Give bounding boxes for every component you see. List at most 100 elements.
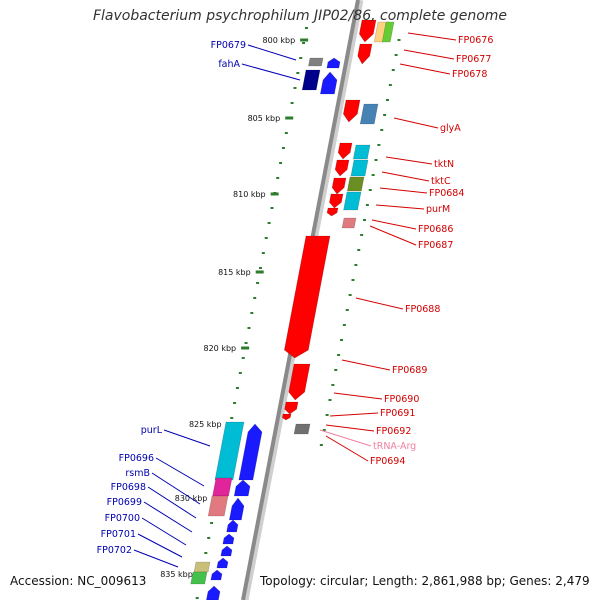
minor-tick xyxy=(342,324,346,326)
gene-label-faha: fahA xyxy=(218,59,240,70)
gene-label-fp0688: FP0688 xyxy=(405,304,440,315)
leader-line xyxy=(325,435,369,462)
minor-tick xyxy=(371,174,375,176)
gene-feature xyxy=(331,177,347,195)
minor-tick xyxy=(210,522,214,524)
minor-tick xyxy=(368,189,372,191)
major-tick xyxy=(300,38,309,42)
minor-tick xyxy=(270,207,274,209)
minor-tick xyxy=(207,537,211,539)
gene-label-fp0696: FP0696 xyxy=(119,453,154,464)
minor-tick xyxy=(296,72,300,74)
minor-tick xyxy=(241,357,245,359)
minor-tick xyxy=(354,264,358,266)
tick-label: 825 kbp xyxy=(189,420,222,429)
minor-tick xyxy=(299,57,303,59)
leader-line xyxy=(163,429,211,447)
gene-labels: FP0679 fahA purL FP0696 rsmB FP0698 FP0699 FP07… xyxy=(97,35,494,556)
gene-feature xyxy=(346,176,365,192)
leader-line xyxy=(399,63,451,75)
gene-label-fp0694: FP0694 xyxy=(370,456,405,467)
minor-tick xyxy=(284,132,288,134)
gene-feature xyxy=(343,99,361,123)
leader-line xyxy=(319,429,372,447)
minor-tick xyxy=(348,294,352,296)
gene-feature xyxy=(301,69,321,91)
gene-feature xyxy=(326,207,339,217)
leader-line xyxy=(151,472,201,505)
gene-feature xyxy=(288,363,311,401)
minor-tick xyxy=(247,327,251,329)
minor-tick xyxy=(374,159,378,161)
minor-tick xyxy=(319,444,323,446)
leader-line xyxy=(407,32,457,41)
gene-label-fp0689: FP0689 xyxy=(392,365,427,376)
minor-tick xyxy=(235,387,239,389)
leader-line xyxy=(333,392,383,400)
minor-tick xyxy=(276,177,280,179)
gene-feature xyxy=(337,142,353,160)
gene-feature xyxy=(359,19,377,43)
major-tick xyxy=(285,116,294,120)
gene-label-purm: purM xyxy=(426,204,450,215)
minor-tick xyxy=(377,144,381,146)
label-leader-lines xyxy=(133,32,457,568)
gene-feature xyxy=(238,423,263,481)
major-tick xyxy=(241,346,250,350)
minor-tick xyxy=(362,219,366,221)
gene-feature xyxy=(381,21,395,43)
tick-label: 820 kbp xyxy=(204,344,237,353)
gene-feature xyxy=(233,479,251,497)
leader-line xyxy=(155,457,205,487)
gene-feature xyxy=(220,545,233,557)
minor-tick xyxy=(325,414,329,416)
minor-tick xyxy=(345,309,349,311)
minor-tick xyxy=(204,552,208,554)
gene-label-fp0699: FP0699 xyxy=(107,497,142,508)
gene-feature xyxy=(207,495,229,517)
minor-tick xyxy=(290,102,294,104)
gene-label-fp0690: FP0690 xyxy=(384,394,419,405)
gene-feature xyxy=(216,557,229,569)
gene-features xyxy=(190,19,395,600)
minor-tick xyxy=(230,417,234,419)
gene-feature xyxy=(334,159,350,177)
minor-tick xyxy=(302,42,306,44)
minor-tick xyxy=(394,54,398,56)
gene-feature xyxy=(284,401,299,415)
leader-line xyxy=(371,219,417,230)
gene-feature xyxy=(293,423,311,435)
tick-label: 805 kbp xyxy=(248,114,281,123)
minor-tick xyxy=(195,597,199,599)
gene-label-fp0700: FP0700 xyxy=(105,513,140,524)
gene-feature xyxy=(343,191,362,211)
leader-line xyxy=(381,171,430,182)
gene-feature xyxy=(193,561,211,573)
minor-tick xyxy=(334,369,338,371)
major-tick xyxy=(255,270,264,274)
gene-feature xyxy=(228,497,245,521)
gene-feature xyxy=(206,585,221,600)
leader-line xyxy=(355,297,404,310)
map-title: Flavobacterium psychrophilum JIP02/86, c… xyxy=(92,8,508,24)
gene-label-tktc: tktC xyxy=(431,176,451,187)
gene-label-tktn: tktN xyxy=(434,159,454,170)
minor-tick xyxy=(357,249,361,251)
tick-label: 800 kbp xyxy=(263,36,296,45)
gene-label-rsmb: rsmB xyxy=(125,468,150,479)
minor-tick xyxy=(331,384,335,386)
tick-label: 815 kbp xyxy=(218,268,251,277)
gene-label-fp0676: FP0676 xyxy=(458,35,493,46)
gene-label-fp0677: FP0677 xyxy=(456,54,491,65)
leader-line xyxy=(369,225,417,246)
minor-tick xyxy=(383,114,387,116)
leader-line xyxy=(393,117,439,129)
genome-info-text: Topology: circular; Length: 2,861,988 bp… xyxy=(258,574,592,588)
leader-line xyxy=(247,44,297,61)
gene-label-fp0698: FP0698 xyxy=(111,482,146,493)
gene-feature xyxy=(190,571,208,585)
minor-tick xyxy=(261,252,265,254)
accession-text: Accession: NC_009613 xyxy=(8,574,149,588)
minor-tick xyxy=(281,147,285,149)
